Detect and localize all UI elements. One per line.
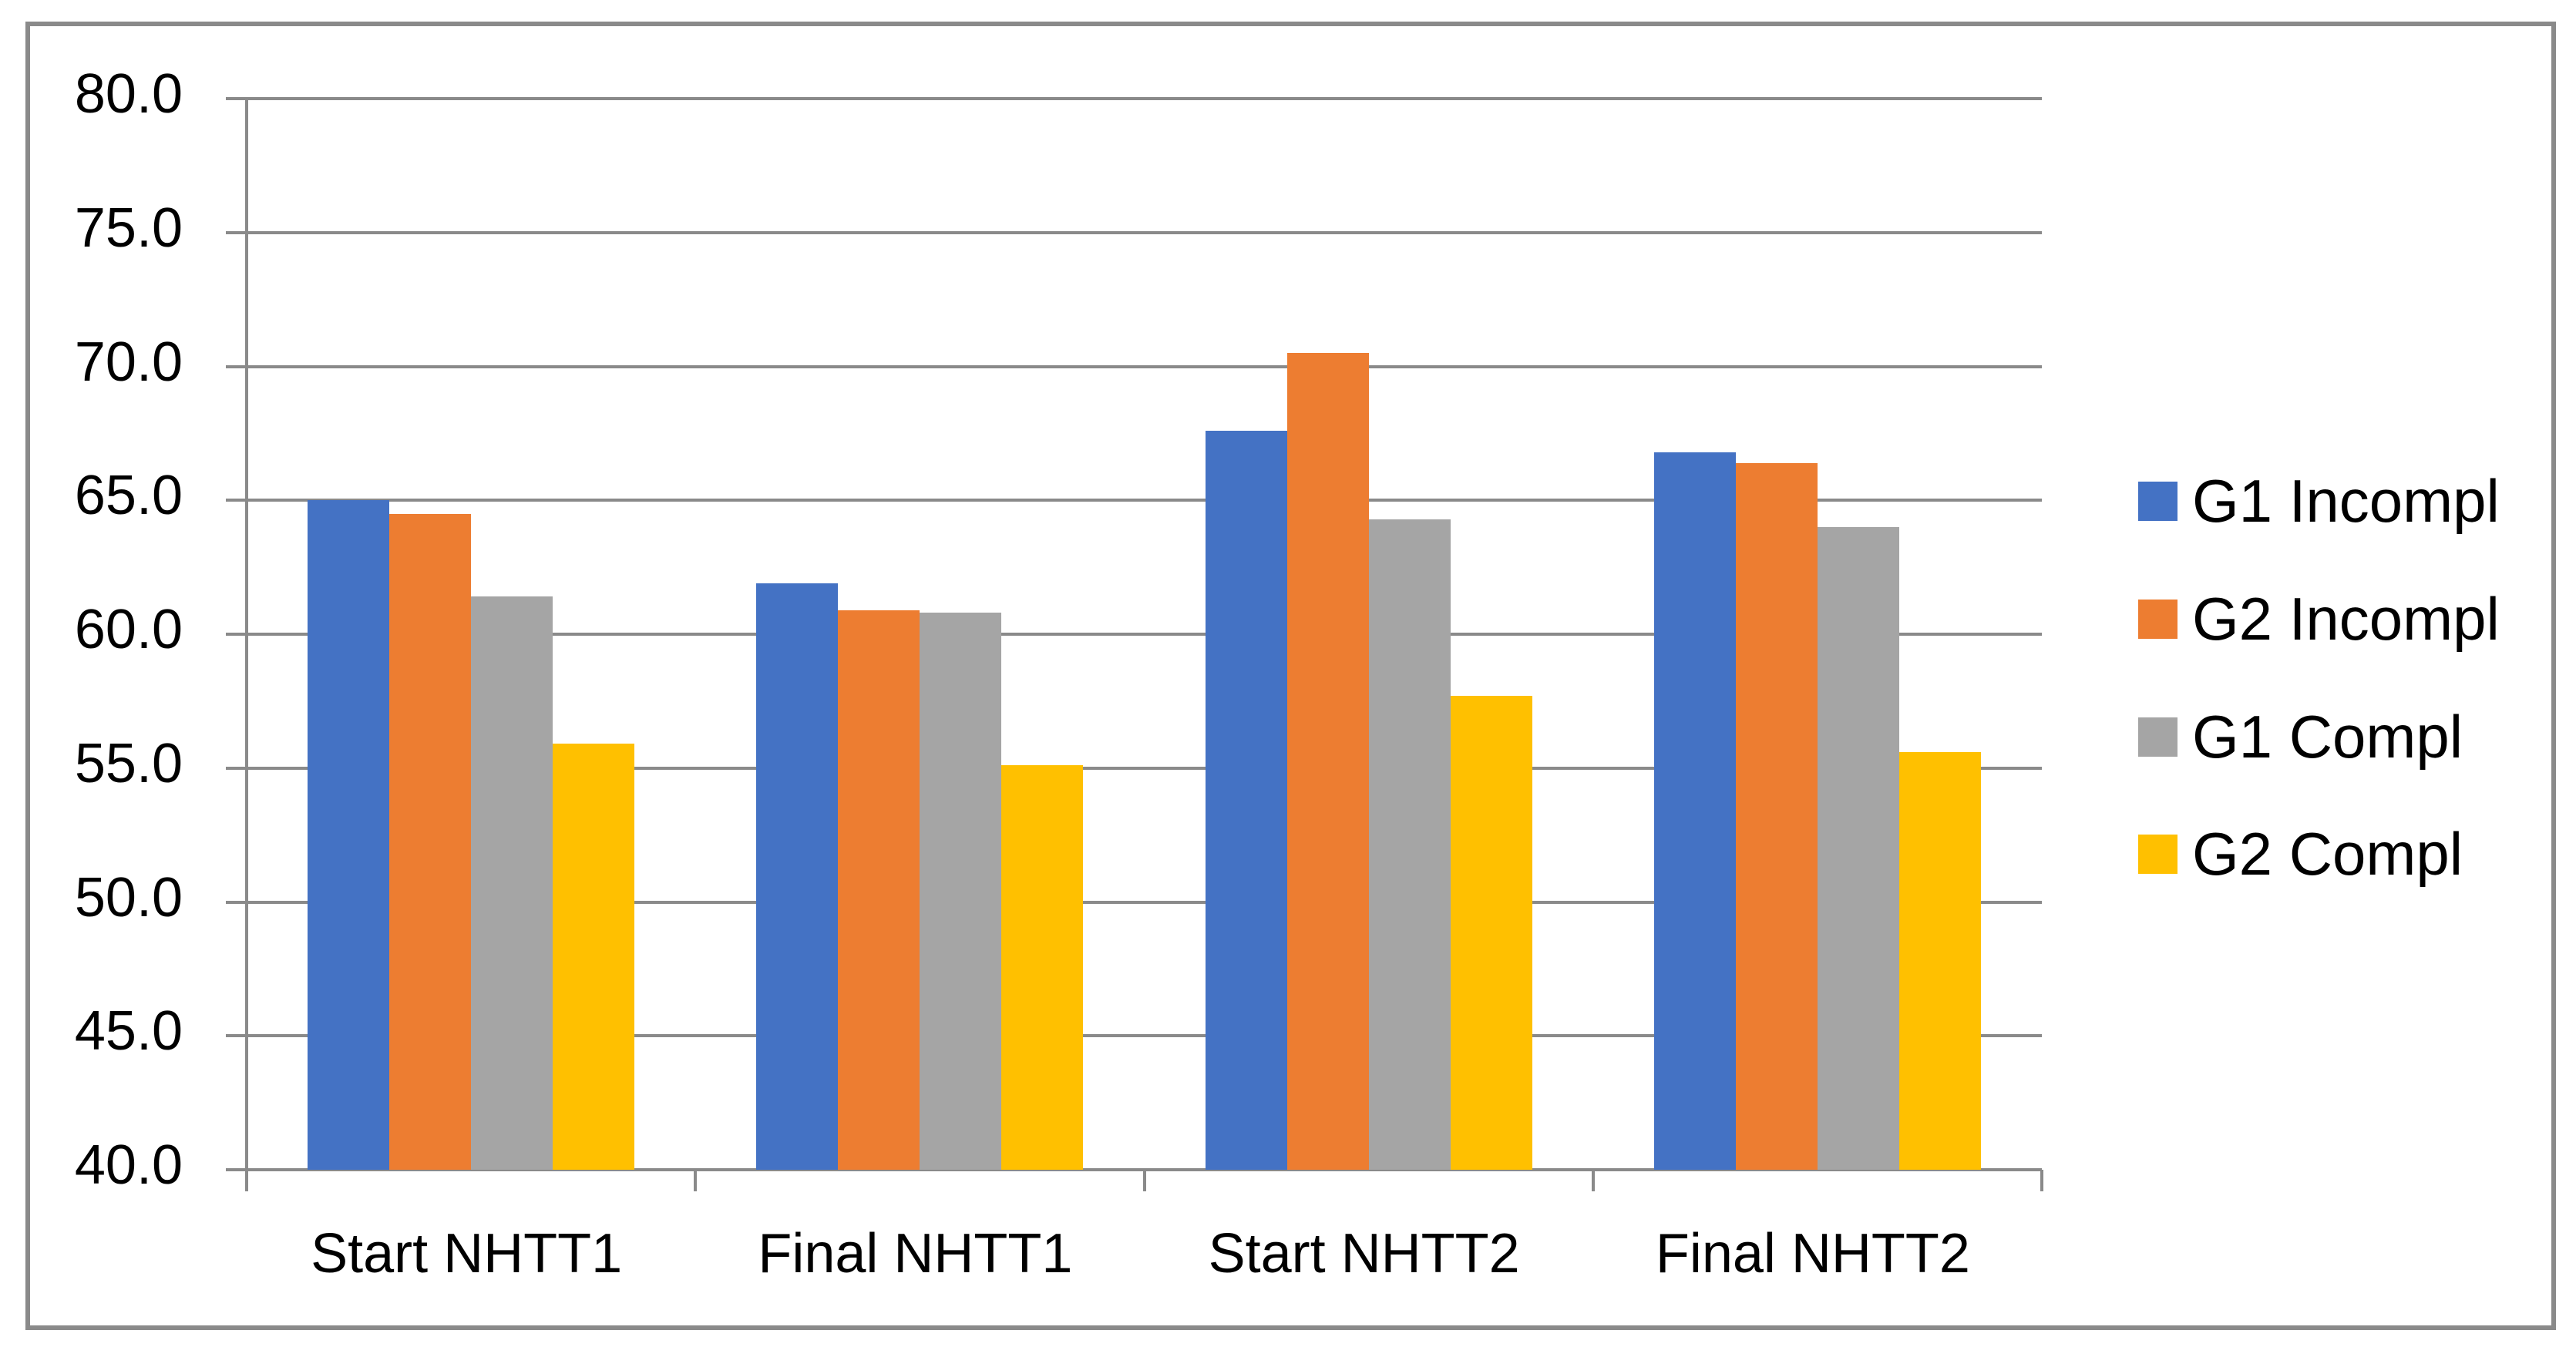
bar-g2-compl — [553, 744, 635, 1170]
y-gridline — [247, 230, 2042, 234]
legend-item-g1-compl: G1 Compl — [2138, 702, 2463, 771]
x-category-label: Start NHTT1 — [311, 1223, 623, 1285]
x-category-label: Start NHTT2 — [1208, 1223, 1520, 1285]
x-axis-tick — [1591, 1170, 1595, 1191]
legend-item-g2-compl: G2 Compl — [2138, 819, 2463, 888]
legend-swatch-icon — [2138, 717, 2177, 757]
y-gridline — [247, 499, 2042, 502]
bar-g2-incompl — [838, 610, 920, 1170]
y-axis-tick — [226, 364, 247, 368]
y-tick-label: 40.0 — [74, 1134, 183, 1196]
y-axis-tick — [226, 766, 247, 770]
y-tick-label: 60.0 — [74, 599, 183, 660]
y-tick-label: 65.0 — [74, 465, 183, 527]
bar-g1-incompl — [308, 500, 390, 1170]
bar-g1-incompl — [1205, 430, 1287, 1170]
y-tick-label: 50.0 — [74, 866, 183, 929]
y-axis-line — [245, 99, 248, 1191]
bar-g1-compl — [1817, 527, 1899, 1170]
y-axis-tick — [226, 633, 247, 636]
x-axis-tick — [1142, 1170, 1146, 1191]
y-tick-label: 80.0 — [74, 63, 183, 125]
legend-swatch-icon — [2138, 834, 2177, 874]
bar-g1-compl — [1368, 519, 1451, 1170]
legend-label: G1 Compl — [2192, 703, 2463, 771]
legend-item-g2-incompl: G2 Incompl — [2138, 584, 2500, 653]
y-gridline — [247, 900, 2042, 904]
legend-item-g1-incompl: G1 Incompl — [2138, 466, 2500, 536]
y-gridline — [247, 364, 2042, 368]
bar-g2-compl — [1450, 695, 1532, 1170]
y-axis-tick — [226, 1034, 247, 1038]
y-axis-tick — [226, 97, 247, 100]
chart-frame — [25, 22, 2556, 1330]
y-tick-label: 45.0 — [74, 1000, 183, 1063]
y-tick-label: 70.0 — [74, 331, 183, 393]
bar-g1-compl — [471, 596, 553, 1170]
legend-label: G2 Incompl — [2192, 585, 2500, 653]
y-gridline — [247, 1034, 2042, 1038]
y-gridline — [247, 633, 2042, 636]
y-axis-tick — [226, 499, 247, 502]
bar-g2-incompl — [1286, 353, 1369, 1170]
y-axis-tick — [226, 1168, 247, 1171]
legend-swatch-icon — [2138, 599, 2177, 639]
y-tick-label: 55.0 — [74, 732, 183, 794]
y-axis-tick — [226, 230, 247, 234]
x-axis-tick — [2040, 1170, 2043, 1191]
x-axis-tick — [245, 1170, 248, 1191]
x-category-label: Final NHTT1 — [758, 1223, 1073, 1285]
y-tick-label: 75.0 — [74, 196, 183, 259]
bar-g1-incompl — [1653, 452, 1736, 1170]
bar-g1-incompl — [756, 583, 839, 1170]
y-axis-tick — [226, 900, 247, 904]
x-axis-tick — [694, 1170, 698, 1191]
legend-label: G1 Incompl — [2192, 467, 2500, 535]
y-gridline — [247, 97, 2042, 100]
bar-g2-compl — [1001, 765, 1084, 1170]
x-category-label: Final NHTT2 — [1655, 1223, 1970, 1285]
bar-g2-incompl — [1735, 462, 1818, 1170]
legend-label: G2 Compl — [2192, 820, 2463, 888]
plot-area — [30, 26, 2551, 1325]
bar-g1-compl — [920, 613, 1002, 1170]
bar-g2-compl — [1898, 751, 1981, 1170]
bar-g2-incompl — [389, 513, 472, 1170]
y-gridline — [247, 766, 2042, 770]
legend-swatch-icon — [2138, 481, 2177, 521]
